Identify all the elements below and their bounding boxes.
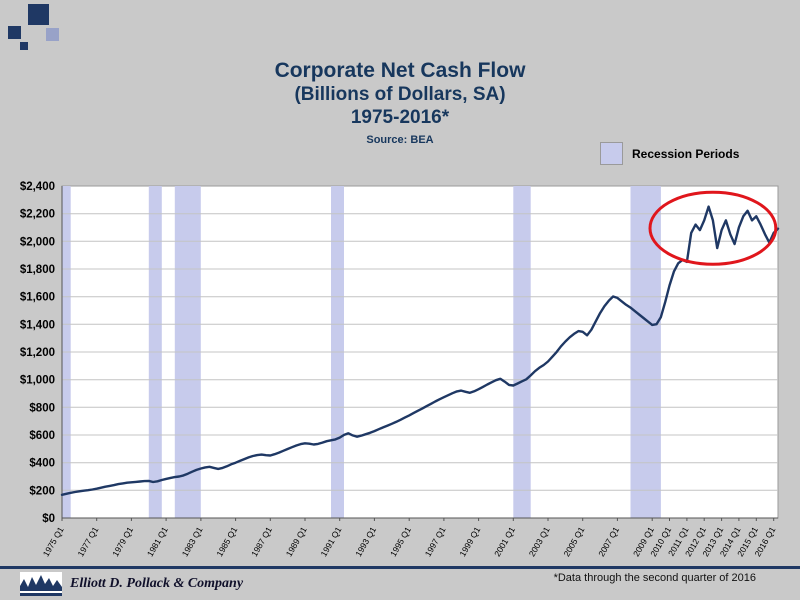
chart-subtitle-units: (Billions of Dollars, SA) <box>294 84 506 105</box>
x-axis-label: 1977 Q1 <box>75 525 100 558</box>
cash-flow-line <box>60 205 780 496</box>
footer-rule <box>0 566 800 569</box>
y-axis-label: $1,800 <box>20 264 55 276</box>
x-axis-label: 1979 Q1 <box>110 525 135 558</box>
x-axis-label: 1989 Q1 <box>284 525 309 558</box>
x-axis-label: 1991 Q1 <box>318 525 343 558</box>
y-axis-label: $2,000 <box>20 236 55 248</box>
y-axis-label: $800 <box>29 402 55 414</box>
legend-label: Recession Periods <box>632 146 740 161</box>
chart-subtitle-range: 1975-2016* <box>350 107 450 128</box>
source-label: Source: BEA <box>366 134 434 146</box>
y-axis-label: $1,600 <box>20 292 55 304</box>
title-block: Corporate Net Cash Flow (Billions of Dol… <box>0 58 800 146</box>
x-axis-label: 2001 Q1 <box>492 525 517 558</box>
x-axis-label: 2003 Q1 <box>527 525 552 558</box>
x-axis-label: 1975 Q1 <box>41 525 66 558</box>
y-axis-label: $600 <box>29 430 55 442</box>
company-name: Elliott D. Pollack & Company <box>70 576 244 591</box>
legend: Recession Periods <box>600 142 739 165</box>
recession-swatch-icon <box>600 142 623 165</box>
chart-title: Corporate Net Cash Flow <box>274 59 526 82</box>
y-axis-label: $2,200 <box>20 209 55 221</box>
y-axis-label: $1,200 <box>20 347 55 359</box>
company-logo-icon <box>20 572 62 596</box>
x-axis-label: 2005 Q1 <box>561 525 586 558</box>
y-axis-label: $400 <box>29 458 55 470</box>
x-axis-label: 1993 Q1 <box>353 525 378 558</box>
y-axis-label: $0 <box>42 513 55 525</box>
x-axis-label: 2007 Q1 <box>596 525 621 558</box>
highlight-ellipse <box>648 190 778 266</box>
deco-square-gray <box>46 28 59 41</box>
y-axis-label: $1,400 <box>20 319 55 331</box>
x-axis-label: 1985 Q1 <box>214 525 239 558</box>
data-footnote: *Data through the second quarter of 2016 <box>553 572 756 584</box>
deco-square-small <box>20 42 28 50</box>
y-axis-label: $2,400 <box>20 181 55 193</box>
x-axis-label: 1995 Q1 <box>388 525 413 558</box>
x-axis-label: 1999 Q1 <box>457 525 482 558</box>
x-axis-label: 1983 Q1 <box>180 525 205 558</box>
deco-square-large <box>28 4 49 25</box>
chart-svg-container: $0 $200 $400 $600 $800 $1,000 $1,200 $1,400 $1,6… <box>0 172 800 564</box>
deco-square-medium <box>8 26 21 39</box>
chart-svg: $0 $200 $400 $600 $800 $1,000 $1,200 $1,400 $1,6… <box>20 181 780 558</box>
y-axis-label: $200 <box>29 485 55 497</box>
x-axis-label: 1997 Q1 <box>423 525 448 558</box>
x-axis-label: 1981 Q1 <box>145 525 170 558</box>
y-axis-label: $1,000 <box>20 375 55 387</box>
x-axis-label: 1987 Q1 <box>249 525 274 558</box>
